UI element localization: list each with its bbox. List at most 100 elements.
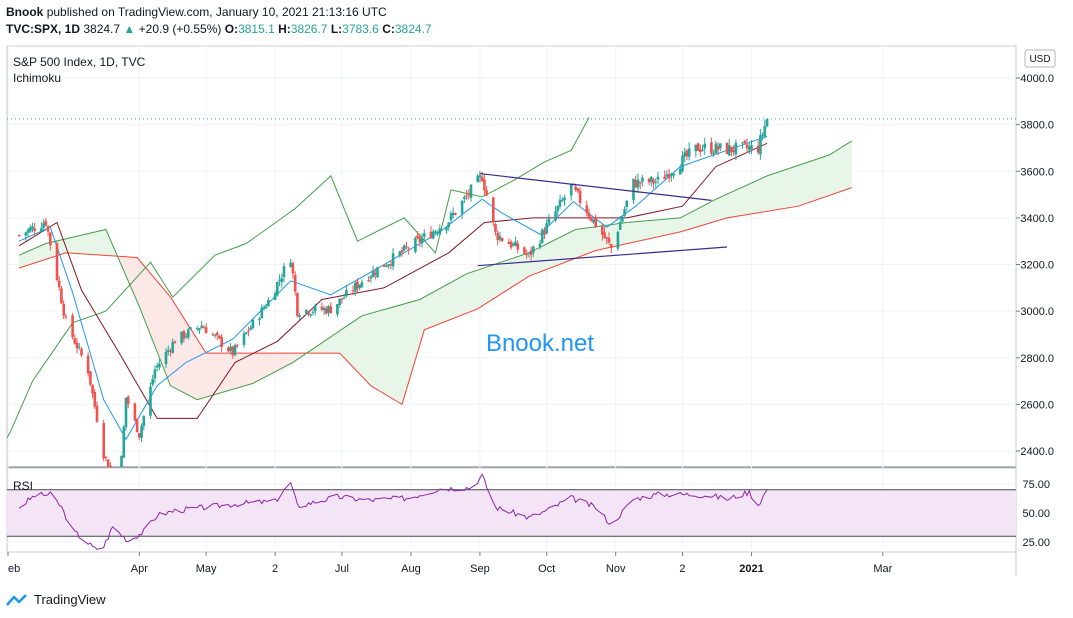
price-tick-label: 2400.0 [1020,446,1054,458]
candle [558,194,562,210]
candle-body [289,262,292,268]
candle-body [719,143,722,149]
cloud-segment [101,229,104,256]
cloud-segment [768,173,772,212]
cloud-segment [34,246,38,264]
candle-body [576,188,580,192]
cloud-segment [143,264,147,324]
candle-body [494,224,497,232]
candle [449,210,453,224]
cloud-segment [688,211,692,230]
cloud-segment [103,229,107,256]
cloud-segment [719,195,723,221]
candle-body [247,330,250,332]
candle [701,144,704,152]
time-tick-label: eb [8,563,20,575]
candle [454,212,457,216]
cloud-segment [459,275,463,317]
cloud-segment [288,352,292,366]
candle [434,229,437,234]
time-axis[interactable]: eb Apr May 2 Jul Aug Sep Oct Nov 2 2021 Mar [7,552,893,575]
candle-body [523,247,526,254]
rsi-axis[interactable]: 75.00 50.00 25.00 [1022,479,1050,549]
cloud-segment [682,214,686,232]
candle [451,207,455,219]
cloud-segment [283,352,287,368]
candle [734,139,738,161]
indicator-label: Ichimoku [13,71,61,85]
candle-body [632,178,635,201]
candle [247,326,250,337]
candle-body [62,303,65,316]
cloud-segment [183,317,187,395]
time-tick-label: Sep [470,563,490,575]
cloud-segment [350,321,354,368]
candle-body [173,341,177,344]
candle-body [133,403,137,421]
candle-body [701,149,704,151]
candle [748,141,751,155]
candle-body [44,220,48,226]
candle-body [46,226,50,232]
candle-body [75,342,79,349]
candle [667,168,671,183]
cloud-segment [648,220,652,240]
candle [554,206,557,223]
last-price: 3824.7 [83,22,121,36]
cloud-segment [457,276,461,318]
currency-badge[interactable]: USD [1024,49,1056,68]
candle-body [345,289,348,297]
candle-body [291,263,295,274]
candle-body [305,309,308,314]
cloud-segment [788,167,792,209]
close-label: C: [382,22,395,36]
span-a-line [18,140,852,401]
candle [336,304,339,317]
currency-badge-label: USD [1029,54,1050,65]
trendlines[interactable] [477,172,728,267]
cloud-segment [800,163,804,206]
candle-body [434,231,437,233]
candle-body [106,459,110,467]
cloud-segment [250,352,254,385]
cloud-segment [840,145,844,192]
cloud-segment [437,287,441,325]
candle [681,151,684,173]
cloud-segment [742,185,746,216]
price-tick-label: 2600.0 [1020,399,1054,411]
candle-body [683,152,686,157]
cloud-segment [363,314,367,382]
cloud-segment [846,141,850,190]
candle-body [647,179,651,183]
cloud-segment [87,232,91,255]
candle [725,142,729,155]
cloud-segment [334,331,338,354]
candle [431,229,435,240]
price-axis[interactable]: 4000.0 3800.0 3600.0 3400.0 3200.0 3000.0 2800… [1016,73,1054,458]
candle [236,344,239,348]
candle-body [264,306,268,308]
cloud-segment [36,245,40,263]
cloud-segment [622,222,625,245]
cloud-segment [722,194,726,220]
cloud-segment [330,334,334,354]
cloud-segment [702,204,706,226]
rsi-tick-label: 75.00 [1022,479,1050,491]
candle-body [554,211,557,221]
cloud-segment [786,167,790,209]
cloud-segment [150,272,153,341]
candle-body [465,195,468,197]
candle-body [376,267,379,277]
cloud-segment [152,275,156,347]
candle [469,184,473,202]
cloud-segment [25,250,29,267]
candle-body [665,174,669,177]
cloud-segment [99,230,102,256]
candle [532,245,535,258]
cloud-segment [210,352,214,397]
cloud-segment [90,232,93,255]
cloud-segment [370,312,374,388]
candle-body [420,238,424,244]
candle-body [233,345,237,355]
